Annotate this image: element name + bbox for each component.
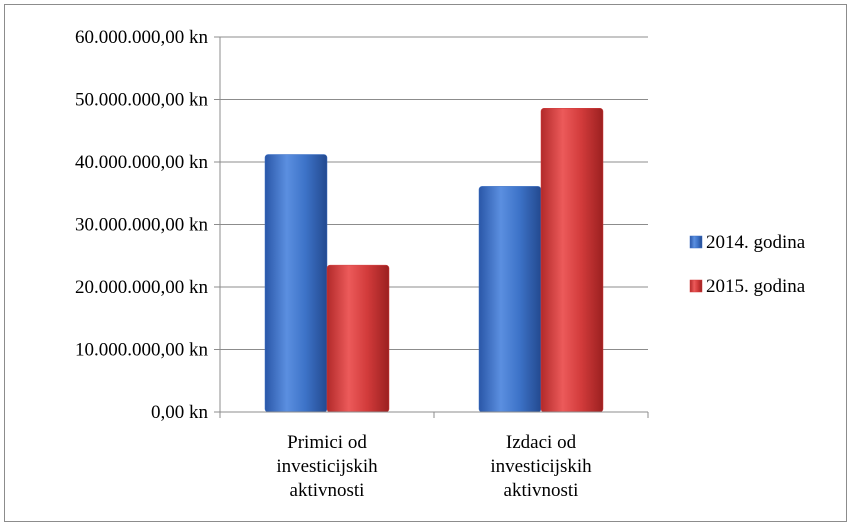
chart-frame xyxy=(4,4,847,522)
y-tick-label: 30.000.000,00 kn xyxy=(75,215,209,236)
bar-series1-cat2 xyxy=(478,186,542,413)
legend-label: 2015. godina xyxy=(706,276,806,297)
axes xyxy=(219,37,649,418)
y-tick-label: 60.000.000,00 kn xyxy=(75,27,209,48)
legend: 2014. godina 2015. godina xyxy=(689,232,806,297)
y-tick-label: 10.000.000,00 kn xyxy=(75,340,209,361)
bars xyxy=(264,108,604,413)
x-category-label: investicijskih xyxy=(490,456,592,477)
legend-label: 2014. godina xyxy=(706,232,806,253)
y-tick-label: 0,00 kn xyxy=(151,402,209,423)
bar-series2-cat2 xyxy=(540,108,604,413)
x-category-label: Primici od xyxy=(287,432,367,453)
x-category-label: Izdaci od xyxy=(506,432,577,453)
x-category-label: aktivnosti xyxy=(290,480,365,501)
x-category-label: investicijskih xyxy=(276,456,378,477)
x-axis-categories: Primici od investicijskih aktivnosti Izdaci… xyxy=(276,432,592,501)
y-tick-label: 50.000.000,00 kn xyxy=(75,90,209,111)
legend-swatch xyxy=(689,235,703,249)
legend-swatch xyxy=(689,279,703,293)
bar-series1-cat1 xyxy=(264,154,328,413)
x-category-label: aktivnosti xyxy=(504,480,579,501)
y-tick-label: 40.000.000,00 kn xyxy=(75,152,209,173)
y-axis-ticks: 0,00 kn 10.000.000,00 kn 20.000.000,00 kn 3… xyxy=(75,27,220,423)
bar-series2-cat1 xyxy=(326,264,390,413)
y-tick-label: 20.000.000,00 kn xyxy=(75,277,209,298)
